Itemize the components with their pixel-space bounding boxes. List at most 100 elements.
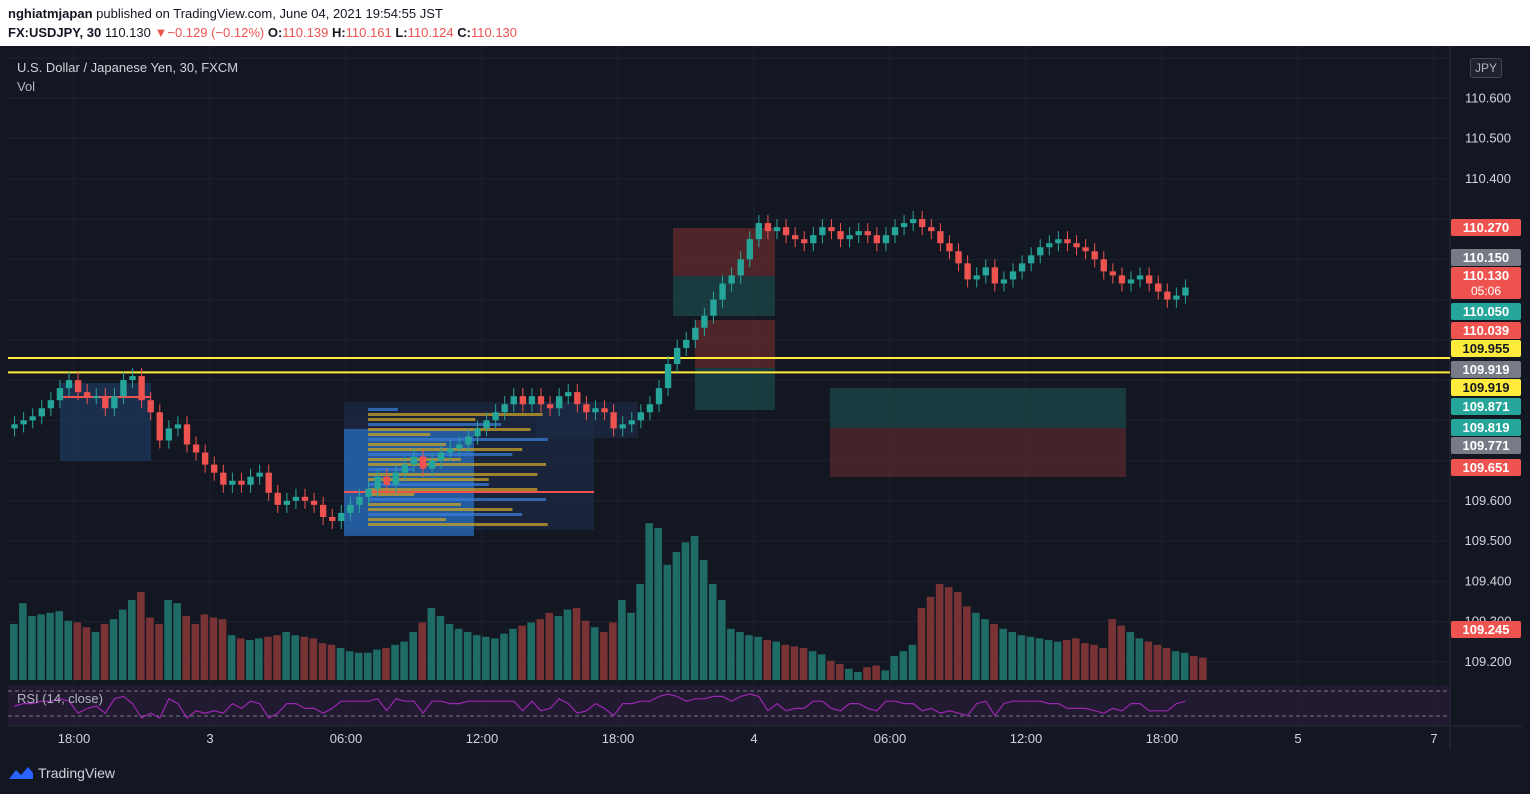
volume-bar <box>472 635 481 680</box>
candle-body <box>1091 251 1098 260</box>
candle-body <box>410 456 418 465</box>
volume-bar <box>890 656 899 680</box>
candle-body <box>1046 243 1053 248</box>
candle-body <box>292 496 300 501</box>
volume-legend: Vol <box>17 79 36 94</box>
candle-body <box>828 227 835 232</box>
candle-body <box>1009 271 1017 280</box>
candle-body <box>1127 279 1135 284</box>
candle-body <box>11 424 18 429</box>
volume-profile-bar <box>368 488 538 491</box>
candle-body <box>955 251 962 264</box>
volume-bar <box>1153 644 1162 680</box>
volume-bar <box>82 627 91 680</box>
volume-bar <box>935 584 944 680</box>
drawing-zone <box>830 388 1126 428</box>
volume-bar <box>654 528 663 680</box>
candle-body <box>229 480 236 485</box>
x-tick-label: 5 <box>1294 731 1301 746</box>
volume-bar <box>690 536 699 680</box>
volume-bar <box>845 668 853 680</box>
candle-body <box>710 299 717 316</box>
volume-bar <box>1171 651 1180 680</box>
volume-bar <box>91 632 100 680</box>
volume-bar <box>518 625 526 680</box>
candle-body <box>483 420 490 429</box>
volume-bar <box>727 628 735 680</box>
volume-bar <box>236 638 245 680</box>
author-name[interactable]: nghiatmjapan <box>8 6 93 21</box>
candle-body <box>1145 275 1153 284</box>
rsi-line <box>14 693 1186 719</box>
price-label-text: 109.919 <box>1463 380 1510 395</box>
volume-bar <box>1199 657 1207 680</box>
candle-body <box>428 460 436 469</box>
price-label-text: 109.919 <box>1463 362 1510 377</box>
open-value: 110.139 <box>282 25 329 40</box>
candle-body <box>610 412 617 429</box>
close-value: 110.130 <box>470 25 518 40</box>
candle-body <box>973 275 980 280</box>
volume-bar <box>454 628 463 680</box>
volume-bar <box>155 624 163 680</box>
volume-bar <box>1162 648 1171 680</box>
volume-bar <box>563 609 572 680</box>
volume-bar <box>327 644 336 680</box>
candle-body <box>365 488 372 497</box>
volume-bar <box>645 523 653 680</box>
currency-badge[interactable]: JPY <box>1470 58 1502 78</box>
candle-body <box>683 339 690 348</box>
publish-info: published on TradingView.com, June 04, 2… <box>96 6 443 21</box>
candle-body <box>519 396 527 405</box>
candle-body <box>437 452 445 461</box>
candle-body <box>755 223 763 240</box>
volume-profile-bar <box>368 508 513 511</box>
volume-bar <box>826 660 835 680</box>
candle-body <box>882 235 890 244</box>
candle-body <box>374 476 381 489</box>
volume-bar <box>309 638 318 680</box>
candle-body <box>528 396 536 405</box>
volume-bar <box>554 616 563 680</box>
volume-bar <box>1090 644 1098 680</box>
volume-bar <box>209 617 218 680</box>
price-chart[interactable]: 109.200109.300109.400109.500109.600110.4… <box>8 46 1522 750</box>
price-label-text: 110.050 <box>1463 304 1509 319</box>
volume-bar <box>600 632 608 680</box>
price-label-badge <box>1451 398 1521 415</box>
price-label-text: 109.819 <box>1463 420 1510 435</box>
y-tick-label: 110.600 <box>1465 90 1511 105</box>
x-tick-label: 06:00 <box>330 731 363 746</box>
tradingview-brand[interactable]: TradingView <box>38 765 116 781</box>
drawing-zone <box>830 428 1126 477</box>
volume-bar <box>100 624 109 680</box>
volume-profile-bar <box>368 463 547 466</box>
volume-bar <box>46 612 54 680</box>
volume-bar <box>1008 632 1017 680</box>
price-label-text: 109.955 <box>1463 341 1510 356</box>
volume-bar <box>817 654 826 680</box>
candle-body <box>646 404 654 413</box>
price-label-text: 109.771 <box>1463 438 1510 453</box>
candle-body <box>900 223 908 228</box>
volume-bar <box>908 644 917 680</box>
volume-bar <box>500 633 508 680</box>
candle-body <box>492 412 499 421</box>
volume-profile-bar <box>368 523 548 526</box>
symbol-label: FX:USDJPY, 30 <box>8 25 102 40</box>
candle-body <box>192 444 200 453</box>
candle-body <box>138 376 145 401</box>
candle-body <box>38 408 45 417</box>
price-label-text: 109.651 <box>1463 460 1510 475</box>
candle-body <box>383 476 390 485</box>
y-tick-label: 109.600 <box>1465 493 1512 508</box>
volume-bar <box>382 648 390 680</box>
chart-area[interactable]: 109.200109.300109.400109.500109.600110.4… <box>8 46 1522 750</box>
candle-body <box>837 231 844 240</box>
candle-body <box>583 404 590 413</box>
volume-bar <box>1180 652 1189 680</box>
candle-body <box>764 223 772 232</box>
volume-bar <box>409 632 417 680</box>
volume-bar <box>73 622 82 680</box>
volume-bar <box>981 619 989 680</box>
